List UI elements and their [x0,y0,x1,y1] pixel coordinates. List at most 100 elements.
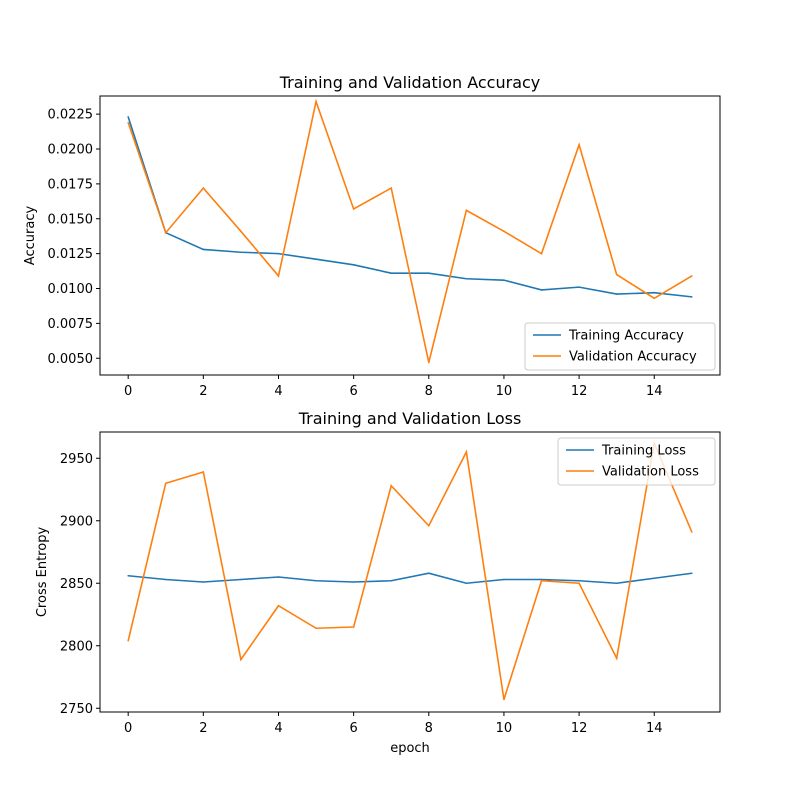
y-tick-label: 0.0050 [48,352,94,367]
y-tick-label: 0.0125 [48,247,94,262]
legend-box [524,322,716,371]
chart-title: Training and Validation Accuracy [279,73,541,92]
x-tick-label: 12 [571,384,588,399]
data-point [127,574,129,577]
x-tick-label: 2 [199,721,207,736]
data-point [540,289,543,291]
data-point [277,275,280,277]
data-point [540,252,543,255]
data-point [164,482,167,485]
data-point [202,581,205,583]
data-point [691,275,693,277]
data-point [578,582,580,585]
x-tick-label: 10 [496,721,513,736]
data-point [127,121,129,124]
y-tick-label: 2750 [60,702,93,717]
data-point [164,231,167,234]
data-point [540,579,543,582]
y-tick-label: 2800 [60,639,93,654]
data-point [240,230,242,233]
data-point [127,116,129,118]
legend-label: Training Accuracy [568,329,684,344]
data-point [390,272,393,274]
y-tick-label: 0.0100 [48,282,94,297]
x-axis-label: epoch [390,741,430,756]
data-point [615,293,618,295]
data-point [352,581,355,583]
x-tick-label: 6 [349,721,357,736]
series-line-validation-accuracy [127,98,693,363]
data-point [503,230,505,233]
subplot-1: Training and Validation Accuracy 0 2 4 6 8 10 1… [23,73,721,399]
data-point [615,273,618,276]
data-point [578,286,580,288]
data-point [465,582,468,585]
data-point [503,698,505,701]
data-point [277,576,280,578]
data-point [578,144,580,146]
legend-label: Training Loss [601,444,686,459]
x-tick-label: 6 [349,384,357,399]
plot-frame [99,95,721,376]
x-tick-label: 4 [274,384,282,399]
y-tick-label: 2900 [60,514,93,529]
data-point [465,451,468,453]
series-line-training-accuracy [127,116,692,298]
data-point [352,626,355,628]
x-tick-label: 14 [646,384,663,399]
y-tick-label: 0.0225 [48,108,94,123]
data-point [390,484,393,487]
data-point [277,252,280,255]
y-tick-label: 0.0075 [48,317,94,332]
series-line-validation-loss [127,440,693,700]
x-tick-label: 8 [425,721,433,736]
data-point [691,531,693,533]
legend-box [557,437,716,486]
y-axis-label: Accuracy [23,206,38,266]
data-point [277,604,280,607]
data-point [390,187,393,189]
legend-label: Validation Loss [602,465,699,480]
data-point [240,658,242,661]
y-tick-label: 0.0175 [48,177,94,192]
data-point [578,579,580,582]
data-point [202,187,205,189]
x-tick-label: 4 [274,721,282,736]
data-point [127,639,129,642]
data-point [615,582,618,585]
y-tick-label: 0.0150 [48,212,94,227]
data-point [240,578,242,581]
data-point [427,361,430,364]
y-tick-label: 2850 [60,577,93,592]
data-point [202,248,205,251]
x-tick-label: 10 [496,384,513,399]
x-tick-label: 2 [199,384,207,399]
data-point [427,572,430,575]
data-point [352,208,355,210]
x-tick-label: 14 [646,721,663,736]
data-point [465,209,468,212]
data-point [315,627,317,630]
y-tick-label: 2950 [60,452,93,467]
data-point [164,578,167,581]
data-point [653,297,656,300]
chart-title: Training and Validation Loss [298,409,522,428]
legend: Training Accuracy Validation Accuracy [524,322,716,371]
y-tick-label: 0.0200 [48,143,94,158]
data-point [653,577,656,580]
data-point [315,258,317,261]
data-point [352,263,355,266]
plot-frame [99,431,721,713]
data-point [427,272,430,274]
y-axis-label: Cross Entropy [35,527,50,618]
data-point [540,578,543,581]
data-point [691,296,693,298]
data-point [315,579,317,582]
data-point [503,578,505,581]
x-tick-label: 12 [571,721,588,736]
x-tick-label: 0 [124,384,132,399]
data-point [390,579,393,582]
legend-label: Validation Accuracy [569,350,697,365]
subplot-2: Training and Validation Loss 0 2 4 6 8 10 12 14 2… [35,409,721,756]
